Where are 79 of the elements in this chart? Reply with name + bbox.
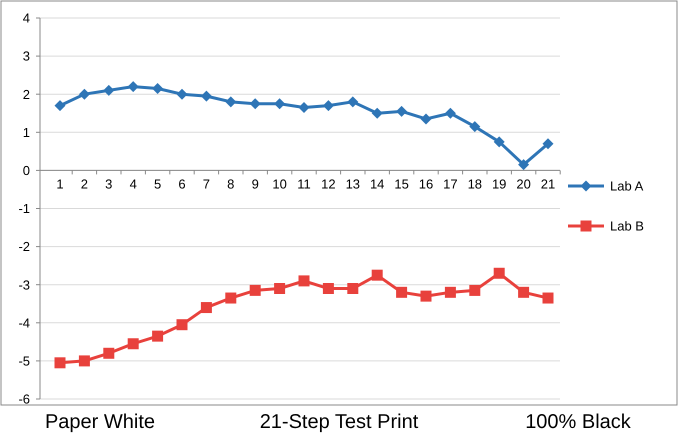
x-tick-label: 18: [468, 176, 482, 192]
point: [176, 88, 188, 100]
x-tick-label: 14: [370, 176, 384, 192]
legend-label: Lab B: [610, 218, 644, 234]
point: [152, 82, 164, 94]
point: [322, 100, 334, 112]
x-tick-label: 12: [321, 176, 336, 192]
point: [250, 98, 261, 110]
point: [78, 88, 90, 100]
legend-label: Lab A: [610, 178, 644, 194]
point: [542, 138, 554, 150]
x-tick-label: 7: [202, 176, 210, 192]
point: [494, 268, 505, 279]
point: [322, 283, 334, 294]
point: [396, 106, 408, 117]
y-tick-label: 2: [22, 86, 30, 102]
x-tick-label: 8: [227, 176, 234, 192]
point: [128, 338, 139, 350]
point: [298, 275, 310, 286]
x-tick-label: 19: [492, 176, 506, 192]
y-tick-label: 4: [22, 10, 30, 26]
point: [225, 292, 236, 304]
point: [518, 159, 530, 170]
y-tick-label: 3: [22, 48, 30, 64]
point: [420, 290, 432, 302]
point: [420, 113, 432, 124]
y-tick-label: -6: [18, 392, 30, 407]
y-tick-label: -3: [18, 277, 30, 292]
point: [518, 286, 530, 298]
y-tick-label: -5: [18, 353, 30, 368]
point: [444, 286, 456, 298]
x-tick-label: 21: [540, 176, 556, 192]
point: [54, 357, 66, 368]
x-tick-label: 16: [418, 176, 434, 192]
point: [274, 283, 286, 294]
x-tick-label: 13: [346, 176, 360, 192]
point: [200, 90, 212, 102]
point: [494, 136, 505, 148]
x-tick-label: 4: [130, 176, 137, 192]
x-tick-label: 3: [105, 176, 112, 192]
point: [274, 98, 286, 110]
text: 21-Step Test Print: [260, 411, 419, 433]
point: [372, 108, 383, 119]
point: [200, 302, 212, 314]
y-tick-label: -4: [18, 315, 30, 330]
point: [78, 355, 90, 366]
point: [444, 108, 456, 119]
point: [103, 348, 114, 359]
point: [128, 81, 139, 92]
y-tick-label: 0: [22, 162, 30, 178]
point: [54, 100, 66, 112]
x-tick-label: 1: [56, 176, 64, 192]
text: Paper White: [44, 411, 156, 433]
point: [152, 330, 164, 342]
point: [250, 284, 261, 296]
x-tick-label: 20: [516, 176, 531, 192]
point: [103, 84, 114, 96]
y-tick-label: 1: [22, 124, 30, 140]
point: [372, 270, 383, 281]
point: [469, 121, 480, 132]
x-tick-label: 6: [178, 176, 186, 192]
y-tick-label: -2: [18, 239, 30, 254]
x-tick-label: 9: [252, 176, 259, 192]
point: [298, 102, 310, 114]
x-tick-label: 11: [297, 176, 311, 192]
x-tick-label: 10: [272, 176, 287, 192]
point: [396, 286, 408, 298]
point: [469, 284, 480, 296]
x-tick-label: 17: [443, 176, 458, 192]
x-tick-label: 5: [154, 176, 162, 192]
point: [347, 96, 358, 108]
y-tick-label: -1: [18, 201, 30, 216]
point: [225, 96, 236, 108]
point: [347, 283, 358, 294]
point: [542, 292, 554, 304]
x-tick-label: 2: [80, 176, 88, 192]
x-tick-label: 15: [394, 176, 409, 192]
text: 100% Black: [525, 411, 632, 433]
point: [176, 319, 188, 330]
